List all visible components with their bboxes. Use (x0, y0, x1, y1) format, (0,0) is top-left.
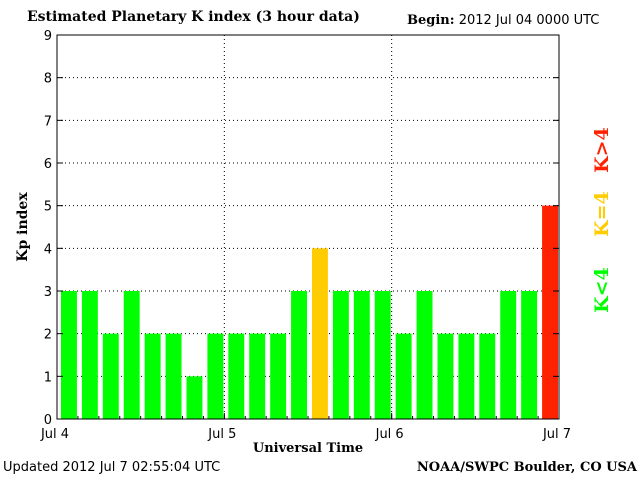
kp-bar (500, 291, 517, 419)
kp-bar (374, 291, 391, 419)
y-tick-label: 9 (44, 29, 52, 44)
kp-bar (186, 376, 203, 419)
begin-value: 2012 Jul 04 0000 UTC (458, 13, 600, 28)
y-tick-label: 2 (44, 328, 52, 343)
kp-bar (458, 333, 475, 419)
y-tick-label: 7 (44, 114, 52, 129)
x-tick-label: Jul 7 (542, 427, 571, 442)
y-tick-label: 1 (44, 370, 52, 385)
kp-bar (81, 291, 98, 419)
kp-bar (479, 333, 496, 419)
kp-bar (416, 291, 433, 419)
kp-bar (207, 333, 224, 419)
kp-bar (437, 333, 454, 419)
kp-bar (102, 333, 119, 419)
kp-bar (165, 333, 182, 419)
kp-bar (228, 333, 245, 419)
kp-bar (395, 333, 412, 419)
kp-bar (542, 205, 558, 419)
updated-value: 2012 Jul 7 02:55:04 UTC (62, 460, 221, 475)
kp-bar (521, 291, 538, 419)
y-tick-label: 6 (44, 157, 52, 172)
legend-item: K>4 (591, 127, 613, 173)
kp-bar (270, 333, 287, 419)
y-tick-label: 3 (44, 285, 52, 300)
legend-item: K<4 (591, 267, 613, 313)
chart-title: Estimated Planetary K index (3 hour data… (27, 9, 360, 25)
kp-bar (312, 248, 328, 419)
x-tick-label: Jul 4 (40, 427, 69, 442)
x-tick-label: Jul 5 (207, 427, 236, 442)
begin-time: Begin: 2012 Jul 04 0000 UTC (407, 13, 599, 28)
begin-label: Begin: (407, 13, 455, 28)
x-tick-label: Jul 6 (375, 427, 404, 442)
kp-bar (123, 291, 140, 419)
legend-item: K=4 (591, 191, 613, 237)
y-tick-label: 5 (44, 200, 52, 215)
updated-label: Updated (3, 460, 59, 475)
kp-bar (332, 291, 349, 419)
y-tick-label: 0 (44, 413, 52, 428)
y-axis-label: Kp index (15, 192, 31, 262)
y-tick-label: 8 (44, 72, 52, 87)
y-tick-label: 4 (44, 242, 52, 257)
kp-bar (144, 333, 161, 419)
updated-time: Updated 2012 Jul 7 02:55:04 UTC (3, 460, 220, 475)
x-axis-label: Universal Time (253, 441, 363, 456)
kp-bar (353, 291, 370, 419)
kp-bar (249, 333, 266, 419)
kp-bar (291, 291, 307, 419)
kp-bar (61, 291, 77, 419)
data-source: NOAA/SWPC Boulder, CO USA (416, 460, 637, 475)
